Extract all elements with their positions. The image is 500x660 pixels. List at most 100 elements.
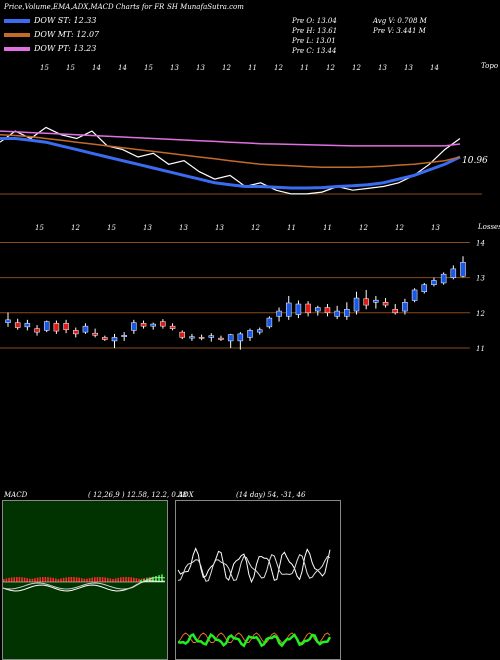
ema-date-label: 14 bbox=[118, 64, 127, 72]
macd-histogram-bar bbox=[127, 577, 130, 582]
price-candle bbox=[363, 289, 369, 310]
macd-histogram-bar bbox=[52, 577, 54, 582]
price-date-label: 13 bbox=[431, 224, 440, 232]
candle-body bbox=[150, 323, 156, 327]
macd-histogram-bar bbox=[36, 577, 39, 582]
macd-histogram-bar bbox=[73, 577, 75, 582]
ema-date-label: 12 bbox=[274, 64, 283, 72]
candle-body bbox=[353, 297, 360, 312]
macd-histogram-bar bbox=[101, 577, 104, 582]
macd-histogram-bar bbox=[62, 577, 65, 582]
price-candle bbox=[402, 298, 408, 315]
macd-histogram-bar bbox=[8, 577, 10, 582]
candle-body bbox=[198, 337, 205, 339]
macd-histogram-bar bbox=[117, 577, 119, 582]
macd-histogram-bar bbox=[149, 577, 151, 582]
macd-histogram-bar bbox=[23, 577, 26, 582]
macd-histogram-bar bbox=[83, 578, 86, 582]
macd-histogram-bar bbox=[140, 580, 142, 582]
macd-histogram-bar bbox=[18, 577, 21, 582]
adx-line bbox=[177, 547, 331, 584]
price-candle bbox=[140, 320, 147, 329]
price-candle bbox=[14, 318, 21, 330]
ema-date-label: 15 bbox=[40, 64, 49, 72]
ema-date-label: 13 bbox=[404, 64, 413, 72]
price-date-label: 12 bbox=[251, 224, 260, 232]
adx-values: (14 day) 54, -31, 46 bbox=[236, 491, 306, 499]
price-axis-tick: 12 bbox=[476, 310, 485, 318]
price-candle bbox=[237, 332, 244, 350]
macd-histogram-bar bbox=[152, 576, 154, 582]
candle-body bbox=[34, 328, 40, 333]
price-date-label: 11 bbox=[287, 224, 296, 232]
price-candle bbox=[121, 332, 127, 341]
legend-label-mt: DOW MT: 12.07 bbox=[34, 30, 100, 39]
macd-histogram-bar bbox=[88, 578, 91, 582]
ema-series-line bbox=[0, 130, 461, 147]
price-candle bbox=[160, 319, 166, 329]
macd-histogram-bar bbox=[44, 577, 47, 582]
candle-body bbox=[227, 334, 234, 342]
ema-date-label: 13 bbox=[196, 64, 205, 72]
price-candle bbox=[266, 316, 273, 329]
price-axis-tick: 14 bbox=[476, 240, 485, 248]
ema-date-label: 13 bbox=[170, 64, 179, 72]
price-candle bbox=[73, 327, 79, 338]
candle-body bbox=[295, 303, 302, 315]
price-candle bbox=[324, 304, 331, 317]
quote-open: Pre O: 13.04 bbox=[292, 17, 337, 25]
legend-label-pt: DOW PT: 13.23 bbox=[34, 44, 97, 53]
macd-histogram-bar bbox=[78, 577, 80, 582]
macd-histogram-bar bbox=[34, 578, 36, 582]
price-candle bbox=[63, 319, 69, 334]
price-date-label: 13 bbox=[179, 224, 188, 232]
price-date-label: 12 bbox=[71, 224, 80, 232]
price-candle bbox=[34, 325, 40, 336]
macd-histogram-bar bbox=[112, 578, 114, 582]
price-candle bbox=[315, 305, 321, 316]
price-candle bbox=[276, 307, 282, 322]
candle-body bbox=[208, 335, 215, 338]
price-axis-tick: 13 bbox=[476, 275, 485, 283]
macd-histogram-bar bbox=[10, 577, 13, 582]
ema-date-label: 12 bbox=[326, 64, 335, 72]
candle-body bbox=[24, 323, 31, 328]
price-candle bbox=[344, 302, 350, 320]
ema-date-label: 15 bbox=[66, 64, 75, 72]
price-chart: 14 13 12 11 15 12 15 13 13 13 12 11 11 12 12 13 bbox=[0, 224, 485, 353]
price-candle bbox=[179, 330, 186, 340]
ema-date-label: 14 bbox=[92, 64, 101, 72]
price-candle bbox=[247, 328, 253, 341]
price-candle bbox=[189, 333, 195, 341]
candle-body bbox=[305, 303, 311, 314]
macd-histogram-bar bbox=[49, 577, 52, 582]
candle-body bbox=[411, 289, 418, 301]
candle-body bbox=[276, 310, 282, 317]
price-date-label: 15 bbox=[35, 224, 44, 232]
candle-body bbox=[179, 331, 186, 338]
price-candle bbox=[208, 333, 215, 342]
macd-histogram-bar bbox=[94, 577, 96, 582]
candle-body bbox=[363, 298, 369, 306]
macd-histogram-bar bbox=[125, 577, 127, 582]
ema-value-label: 10.96 bbox=[462, 156, 488, 166]
candle-body bbox=[160, 321, 166, 327]
macd-histogram-bar bbox=[42, 577, 44, 582]
macd-histogram-bar bbox=[99, 577, 101, 582]
macd-histogram-bar bbox=[155, 576, 157, 582]
price-candle bbox=[411, 288, 418, 303]
price-candle bbox=[431, 277, 437, 287]
price-candle bbox=[102, 335, 108, 341]
ema-series-line bbox=[0, 134, 461, 169]
candle-body bbox=[285, 302, 292, 317]
candle-body bbox=[237, 333, 244, 342]
macd-histogram-bar bbox=[135, 578, 138, 582]
candle-body bbox=[382, 302, 389, 306]
ema-date-label: 13 bbox=[378, 64, 387, 72]
macd-histogram-bar bbox=[31, 578, 34, 582]
macd-histogram-bar bbox=[158, 575, 160, 582]
candle-body bbox=[5, 319, 11, 323]
candle-body bbox=[121, 335, 127, 337]
candle-body bbox=[140, 323, 147, 327]
